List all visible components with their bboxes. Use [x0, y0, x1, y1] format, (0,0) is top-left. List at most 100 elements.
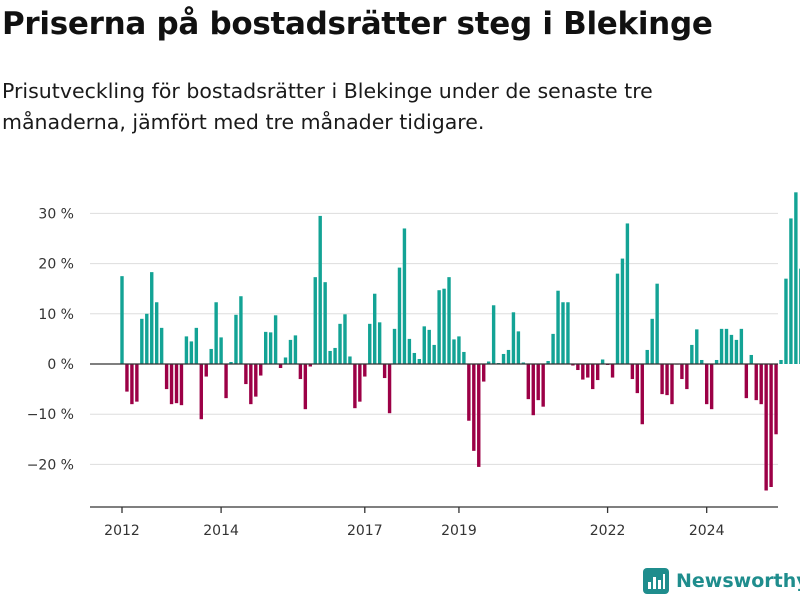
- bar: [541, 364, 545, 407]
- bar: [234, 314, 238, 364]
- bar: [615, 273, 620, 364]
- bar: [278, 364, 283, 369]
- bar: [224, 364, 228, 399]
- bar: [501, 353, 506, 364]
- y-tick-label: 30 %: [38, 206, 74, 222]
- bar: [650, 318, 654, 364]
- bar: [452, 339, 456, 364]
- bar: [571, 364, 575, 366]
- bar: [199, 364, 203, 420]
- bar: [739, 328, 744, 364]
- bar-chart-logo-icon: [643, 568, 669, 594]
- bar: [189, 341, 194, 364]
- bar: [511, 312, 516, 364]
- bar: [268, 332, 273, 364]
- bar: [789, 218, 793, 364]
- y-tick-label: −10 %: [27, 407, 74, 423]
- bar: [595, 364, 600, 381]
- bar: [259, 364, 263, 376]
- x-tick-label: 2012: [104, 523, 140, 539]
- bar: [303, 364, 308, 410]
- bar: [417, 358, 421, 364]
- bar: [169, 364, 174, 405]
- x-tick-label: 2019: [441, 523, 477, 539]
- x-tick-label: 2024: [689, 523, 725, 539]
- bar: [700, 359, 704, 364]
- y-tick-label: 0 %: [47, 357, 74, 373]
- bar: [239, 296, 243, 364]
- bar: [457, 336, 461, 364]
- bar: [759, 364, 763, 405]
- bar: [432, 344, 436, 364]
- bar: [164, 364, 169, 390]
- bar: [714, 359, 719, 364]
- bar: [318, 215, 322, 364]
- bar: [204, 364, 208, 377]
- bar: [566, 302, 570, 364]
- bar: [353, 364, 357, 409]
- bar: [734, 339, 739, 364]
- bar: [219, 337, 223, 364]
- bar: [214, 302, 218, 364]
- bar: [794, 192, 798, 364]
- bar: [382, 364, 387, 379]
- bar: [784, 278, 788, 364]
- bar: [491, 305, 496, 364]
- bar: [709, 364, 714, 410]
- labels: −20 % −10 % 0 % 10 % 20 % 30 % 2012 2014 2017 201…: [27, 206, 725, 539]
- bar: [690, 344, 694, 364]
- bar: [630, 364, 635, 380]
- bar: [130, 364, 134, 405]
- bar: [744, 364, 749, 399]
- bar: [670, 364, 674, 405]
- grid-lines: [90, 212, 778, 465]
- bar: [477, 364, 481, 467]
- bar: [273, 315, 278, 364]
- bar: [194, 327, 199, 364]
- bar: [154, 302, 159, 364]
- bar: [377, 322, 382, 364]
- bar: [427, 329, 431, 364]
- bar: [348, 356, 352, 364]
- bar: [556, 290, 560, 364]
- y-tick-label: 20 %: [38, 257, 74, 273]
- bar: [140, 318, 144, 364]
- bar: [392, 328, 397, 364]
- bar: [368, 323, 372, 364]
- bar: [754, 364, 758, 401]
- bar: [373, 293, 377, 364]
- bar: [288, 339, 293, 364]
- bar: [655, 283, 659, 364]
- bar: [229, 361, 233, 364]
- bar: [561, 302, 565, 364]
- x-tick-label: 2022: [590, 523, 626, 539]
- bar: [506, 349, 511, 364]
- axes: [90, 363, 778, 513]
- bar: [174, 364, 179, 404]
- bar: [333, 347, 337, 364]
- bar: [323, 282, 327, 364]
- bar: [447, 277, 451, 364]
- bar: [402, 228, 407, 364]
- bar: [467, 364, 471, 421]
- bar: [209, 348, 213, 364]
- bar: [719, 328, 724, 364]
- bar: [704, 364, 709, 405]
- bar: [412, 352, 417, 364]
- bar: [442, 288, 446, 364]
- bar: [645, 349, 649, 364]
- bar: [422, 326, 426, 364]
- bars: [120, 192, 800, 491]
- bar: [482, 364, 486, 382]
- bar: [486, 361, 491, 364]
- bar: [150, 272, 154, 364]
- bar: [586, 364, 590, 378]
- bar: [298, 364, 303, 380]
- bar: [264, 331, 268, 364]
- bar: [254, 364, 258, 397]
- bar: [521, 362, 526, 364]
- newsworthy-brand[interactable]: Newsworthy: [643, 568, 800, 594]
- bar: [685, 364, 689, 390]
- bar: [665, 364, 669, 396]
- bar: [328, 350, 332, 364]
